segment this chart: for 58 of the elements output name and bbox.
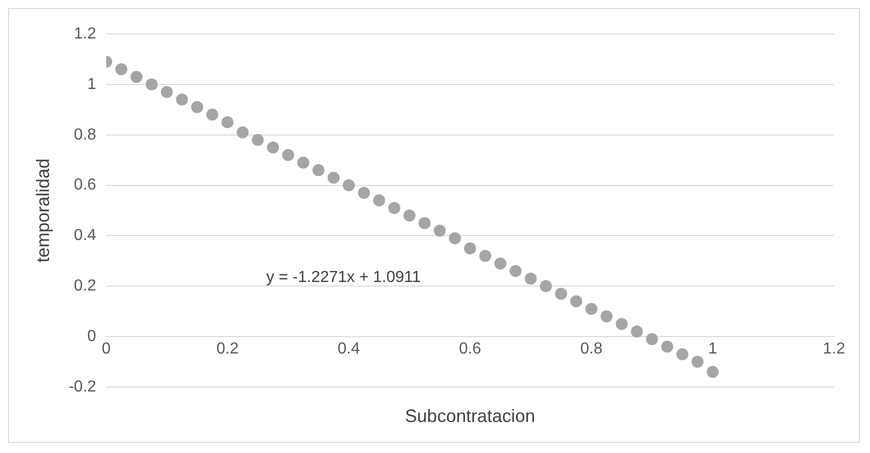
x-axis-title: Subcontratacion — [405, 406, 536, 426]
point — [342, 179, 355, 192]
point — [524, 272, 537, 285]
point — [403, 210, 416, 222]
y-tick-label: 0.2 — [74, 278, 96, 295]
point — [630, 326, 643, 338]
x-tick-label: 0.8 — [580, 340, 603, 358]
point — [616, 318, 628, 330]
point — [661, 340, 674, 353]
y-tick-label: 0.4 — [74, 227, 96, 244]
point — [221, 116, 234, 128]
y-tick-label: 0 — [87, 328, 96, 345]
point — [585, 302, 598, 315]
point — [328, 172, 340, 184]
point — [297, 156, 310, 169]
x-tick-label: 0.2 — [216, 340, 239, 358]
point — [418, 217, 431, 230]
point — [282, 149, 294, 162]
y-axis-title: temporalidad — [32, 158, 53, 263]
point — [692, 356, 704, 368]
point — [479, 250, 492, 262]
point — [388, 202, 400, 214]
x-tick-label: 0.4 — [338, 340, 360, 358]
point — [540, 280, 552, 292]
point — [646, 333, 658, 346]
x-tick-label: 1 — [708, 340, 718, 358]
x-tick-label: 1.2 — [822, 340, 846, 358]
y-tick-label: 1 — [87, 76, 96, 93]
point — [464, 242, 476, 254]
point — [206, 108, 218, 121]
point — [706, 366, 719, 378]
point — [570, 295, 582, 308]
point — [312, 164, 324, 176]
point — [434, 224, 446, 237]
point — [115, 63, 128, 76]
point — [160, 86, 173, 98]
point — [676, 348, 688, 360]
point — [510, 265, 522, 278]
y-tick-label: 1.2 — [74, 25, 96, 42]
annotation: y = -1.2271x + 1.0911 — [266, 268, 421, 286]
point — [236, 126, 249, 138]
point — [266, 141, 279, 154]
point — [191, 101, 204, 114]
point — [130, 70, 142, 83]
x-tick-label: 0.6 — [458, 340, 482, 358]
point — [176, 94, 188, 106]
y-tick-label: 0.6 — [74, 176, 96, 194]
point — [373, 194, 386, 206]
y-tick-label: 0.8 — [74, 126, 96, 144]
point — [252, 134, 264, 146]
point — [448, 232, 461, 244]
point — [494, 257, 506, 270]
point — [146, 78, 158, 90]
point — [555, 288, 568, 300]
point — [358, 186, 370, 199]
point — [600, 310, 613, 322]
y-tick-label: -0.2 — [68, 378, 96, 396]
x-tick-label: 0 — [102, 340, 111, 358]
